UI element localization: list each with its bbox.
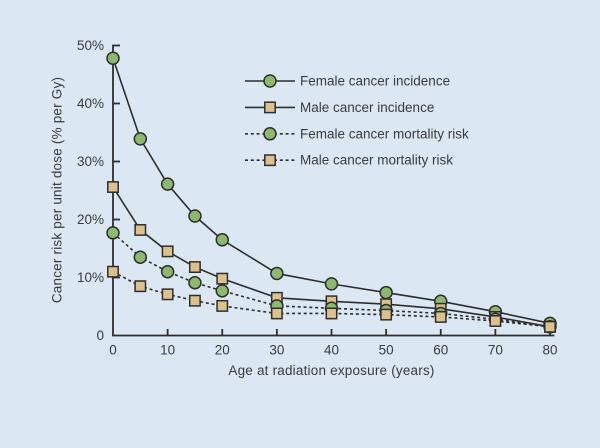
data-point-circle xyxy=(106,51,120,66)
data-point-square xyxy=(380,308,393,321)
data-point-square xyxy=(325,307,338,320)
data-point-square xyxy=(161,245,174,258)
data-point-square xyxy=(264,101,276,114)
data-point-square xyxy=(134,223,147,236)
x-tick-label: 40 xyxy=(324,343,339,358)
x-axis-title: Age at radiation exposure (years) xyxy=(228,363,435,378)
data-point-square xyxy=(544,320,556,333)
data-point-circle xyxy=(160,264,175,279)
data-point-circle xyxy=(188,275,202,290)
y-tick-label: 0 xyxy=(96,328,104,343)
x-tick-label: 10 xyxy=(160,343,175,358)
y-tick-label: 50% xyxy=(77,38,104,53)
y-tick-label: 40% xyxy=(77,96,104,111)
y-tick-label: 20% xyxy=(77,212,104,227)
data-point-square xyxy=(216,299,229,312)
y-axis-title: Cancer risk per unit dose (% per Gy) xyxy=(49,76,65,304)
data-point-square xyxy=(107,181,119,193)
data-point-circle xyxy=(270,266,284,281)
data-point-square xyxy=(264,154,276,167)
data-point-circle xyxy=(106,226,120,240)
data-point-circle xyxy=(133,132,148,146)
axes xyxy=(112,44,555,337)
data-point-circle xyxy=(160,177,175,191)
data-point-circle xyxy=(379,285,393,300)
x-tick-label: 20 xyxy=(215,343,230,358)
x-tick-label: 30 xyxy=(269,343,284,358)
data-point-square xyxy=(188,261,201,274)
x-tick-label: 0 xyxy=(109,343,117,358)
data-point-circle xyxy=(263,127,277,141)
data-point-square xyxy=(161,288,174,301)
data-point-square xyxy=(270,307,283,320)
legend-label: Male cancer mortality risk xyxy=(300,153,453,168)
x-tick-label: 80 xyxy=(542,343,557,358)
x-tick-label: 70 xyxy=(488,343,503,358)
data-point-square xyxy=(489,315,502,327)
data-point-square xyxy=(107,265,119,278)
data-point-circle xyxy=(133,250,148,264)
legend-label: Female cancer incidence xyxy=(300,74,450,89)
data-point-circle xyxy=(215,284,229,298)
x-tick-label: 50 xyxy=(379,343,394,358)
data-point-circle xyxy=(188,209,202,223)
data-point-circle xyxy=(324,277,339,291)
data-point-square xyxy=(134,280,147,293)
x-tick-label: 60 xyxy=(433,343,448,358)
data-point-square xyxy=(188,294,201,307)
data-point-square xyxy=(434,310,447,323)
y-tick-label: 30% xyxy=(77,154,104,169)
legend-label: Male cancer incidence xyxy=(300,100,434,115)
y-tick-label: 10% xyxy=(77,270,104,285)
data-point-square xyxy=(216,272,229,285)
data-point-circle xyxy=(263,74,277,88)
legend-label: Female cancer mortality risk xyxy=(300,126,469,141)
data-point-circle xyxy=(215,233,229,247)
